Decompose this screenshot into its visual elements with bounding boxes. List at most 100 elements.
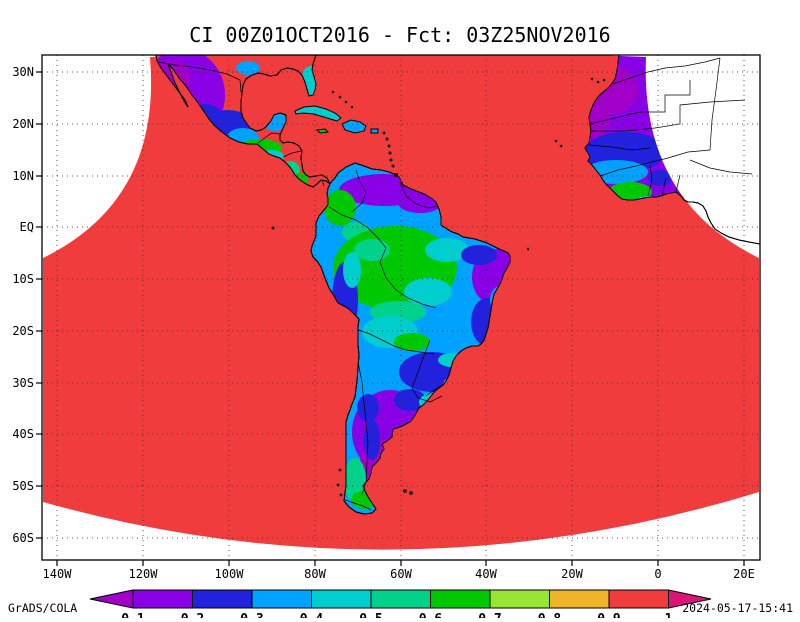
island-speck bbox=[344, 100, 348, 104]
border-line bbox=[411, 339, 443, 403]
ci-blob bbox=[236, 61, 260, 75]
border-line bbox=[328, 206, 387, 249]
border-line bbox=[661, 177, 667, 197]
colorbar-tick-label: 0.3 bbox=[240, 612, 263, 618]
colorbar-tick-label: 0.7 bbox=[478, 612, 501, 618]
ci-blob bbox=[461, 245, 497, 265]
border-line bbox=[357, 361, 369, 495]
colorbar-tick-label: 0.8 bbox=[538, 612, 562, 618]
lat-label: EQ bbox=[20, 220, 34, 234]
lon-label: 80W bbox=[304, 567, 326, 581]
island-cape-verde bbox=[554, 139, 558, 143]
border-line bbox=[257, 132, 281, 144]
lon-label: 20W bbox=[561, 567, 583, 581]
lon-label: 140W bbox=[43, 567, 73, 581]
border-line bbox=[344, 499, 372, 511]
colorbar-tick-label: 0.1 bbox=[121, 612, 145, 618]
colorbar-tick-label: 0.2 bbox=[181, 612, 204, 618]
bahamas bbox=[331, 90, 354, 109]
island-canary bbox=[596, 80, 600, 84]
ci-blob bbox=[425, 238, 469, 262]
lat-label: 20S bbox=[12, 324, 34, 338]
ci-blob bbox=[354, 239, 390, 261]
ci-blob bbox=[404, 278, 452, 306]
colorbar-segment bbox=[370, 589, 431, 609]
timestamp: 2024-05-17-15:41 bbox=[682, 601, 793, 615]
map-area bbox=[42, 55, 760, 560]
border-line bbox=[709, 57, 721, 151]
island-cuba bbox=[294, 105, 342, 122]
border-line bbox=[599, 149, 711, 177]
plot-title: CI 00Z01OCT2016 - Fct: 03Z25NOV2016 bbox=[189, 23, 610, 47]
island-cape-verde bbox=[559, 144, 563, 148]
island-speck bbox=[526, 247, 530, 251]
colorbar-segment bbox=[549, 589, 610, 609]
ci-blob bbox=[648, 170, 672, 186]
border-line bbox=[282, 150, 302, 158]
lon-label: 60W bbox=[390, 567, 412, 581]
colorbar-segment bbox=[192, 589, 253, 609]
ci-blob bbox=[344, 458, 366, 502]
lat-label: 30N bbox=[12, 65, 34, 79]
ci-blob bbox=[394, 333, 430, 351]
lon-label: 0 bbox=[654, 567, 661, 581]
colorbar-segment bbox=[251, 589, 312, 609]
colorbar-tick-label: 0.4 bbox=[300, 612, 324, 618]
border-line bbox=[612, 57, 721, 85]
ci-blob bbox=[364, 420, 380, 460]
border-line bbox=[157, 61, 242, 93]
island-speck bbox=[339, 493, 343, 497]
lat-label: 60S bbox=[12, 531, 34, 545]
border-line bbox=[675, 174, 681, 193]
colorbar-tick-label: 0.9 bbox=[597, 612, 620, 618]
ci-blob bbox=[343, 252, 361, 288]
island-speck bbox=[331, 90, 335, 94]
lat-label: 50S bbox=[12, 479, 34, 493]
island-speck bbox=[385, 137, 389, 141]
island-speck bbox=[388, 151, 392, 155]
colorbar-tick-label: 1 bbox=[665, 612, 673, 618]
lat-label: 40S bbox=[12, 427, 34, 441]
border-line bbox=[588, 144, 651, 151]
border-line bbox=[689, 159, 753, 175]
border-line bbox=[589, 80, 691, 125]
latlon-grid bbox=[42, 55, 760, 560]
border-line bbox=[592, 99, 746, 132]
colorbar-segment bbox=[608, 589, 669, 609]
colorbar-arrow-left bbox=[89, 589, 134, 609]
ci-blob bbox=[394, 389, 426, 411]
island-speck bbox=[391, 164, 395, 168]
lesser-antilles bbox=[382, 131, 395, 168]
island-speck bbox=[387, 144, 391, 148]
island-speck bbox=[389, 158, 393, 162]
colorbar-segment bbox=[311, 589, 372, 609]
island-puerto-rico bbox=[370, 128, 379, 134]
colorbar: 0.1 0.2 0.3 0.4 0.5 0.6 0.7 0.8 0.9 1 bbox=[89, 589, 712, 622]
border-line bbox=[425, 383, 445, 397]
colorbar-tick-label: 0.6 bbox=[419, 612, 443, 618]
lon-label: 100W bbox=[215, 567, 245, 581]
lon-label: 20E bbox=[733, 567, 755, 581]
island-speck bbox=[382, 131, 386, 135]
colorbar-segment bbox=[489, 589, 550, 609]
island-falkland-west bbox=[403, 489, 407, 493]
border-line bbox=[399, 181, 439, 209]
border-line bbox=[357, 329, 435, 355]
border-line bbox=[379, 247, 437, 309]
credit-grads-cola: GrADS/COLA bbox=[8, 601, 77, 615]
colorbar-tick-label: 0.5 bbox=[359, 612, 382, 618]
lat-label: 20N bbox=[12, 117, 34, 131]
ci-blob bbox=[324, 190, 356, 226]
colorbar-segment bbox=[430, 589, 491, 609]
island-falkland-east bbox=[409, 491, 413, 495]
political-borders bbox=[157, 57, 753, 511]
island-hispaniola bbox=[341, 119, 367, 134]
colorbar-arrow-right bbox=[668, 589, 712, 609]
island-canary bbox=[602, 78, 606, 82]
lat-label: 10S bbox=[12, 272, 34, 286]
ci-blob bbox=[357, 394, 379, 422]
lat-label: 30S bbox=[12, 376, 34, 390]
lon-label: 40W bbox=[475, 567, 497, 581]
axis-labels: 30N 20N 10N EQ 10S 20S 30S 40S 50S 60S 140W 120W 100… bbox=[12, 65, 755, 581]
